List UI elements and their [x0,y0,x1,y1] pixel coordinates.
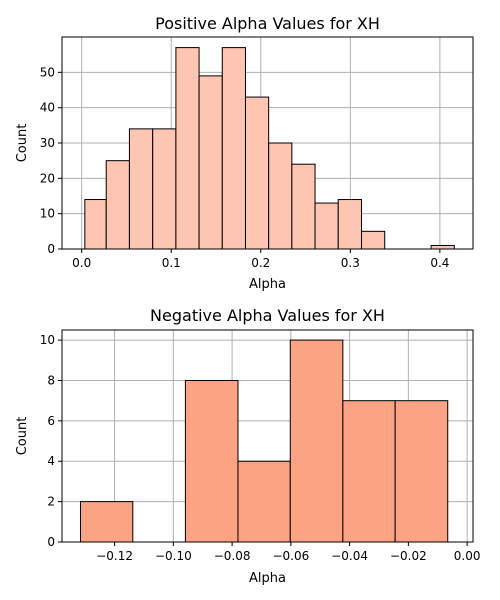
y-tick-label: 10 [40,207,55,221]
axes-frame [61,329,474,543]
histogram-bar [152,128,177,250]
y-axis-label: Count [15,124,30,163]
x-tick-label: −0.10 [155,549,192,563]
histogram-bar [175,47,200,250]
histogram-bar [394,400,449,543]
x-tick-label: 0.4 [430,256,449,270]
histogram-bar [221,47,246,250]
negative-alpha-histogram: Negative Alpha Values for XH Alpha Count… [15,306,480,586]
histogram-bar [184,379,239,543]
positive-alpha-histogram: Positive Alpha Values for XH Alpha Count… [15,14,474,292]
y-tick-label: 4 [47,454,55,468]
y-tick-label: 8 [47,373,55,387]
y-tick-label: 6 [47,414,55,428]
y-axis-label: Count [15,417,30,456]
y-tick-label: 0 [47,242,55,256]
histogram-bar [244,96,270,250]
y-tick-label: 20 [40,171,55,185]
chart-title: Positive Alpha Values for XH [155,14,380,33]
histogram-bar [430,244,455,250]
histogram-bar [361,230,386,250]
x-tick-label: −0.06 [272,549,309,563]
histogram-bar [289,339,344,543]
x-tick-label: −0.02 [390,549,427,563]
bars [84,47,455,250]
y-tick-label: 40 [40,101,55,115]
histogram-bar [198,75,223,250]
x-tick-label: 0.2 [251,256,270,270]
y-tick-label: 10 [40,333,55,347]
x-axis-label: Alpha [249,277,286,292]
x-tick-label: 0.1 [162,256,181,270]
x-tick-label: 0.3 [341,256,360,270]
y-tick-label: 2 [47,495,55,509]
x-axis-label: Alpha [249,571,286,586]
histogram-bar [314,202,339,250]
x-tick-label: −0.04 [331,549,368,563]
histogram-bar [105,160,130,250]
histogram-bar [337,199,363,250]
histogram-bar [128,128,154,250]
x-tick-label: −0.12 [96,549,133,563]
histogram-bar [80,501,134,543]
x-tick-label: −0.08 [214,549,251,563]
y-tick-label: 0 [47,535,55,549]
y-tick-label: 50 [40,65,55,79]
bars [80,339,449,543]
histogram-bar [268,142,293,250]
y-tick-label: 30 [40,136,55,150]
histogram-bar [291,163,316,250]
histogram-bar [342,400,396,543]
x-tick-label: 0.00 [454,549,481,563]
x-tick-label: 0.0 [72,256,91,270]
histogram-bar [237,460,291,543]
chart-title: Negative Alpha Values for XH [150,306,385,325]
histogram-bar [84,199,107,250]
